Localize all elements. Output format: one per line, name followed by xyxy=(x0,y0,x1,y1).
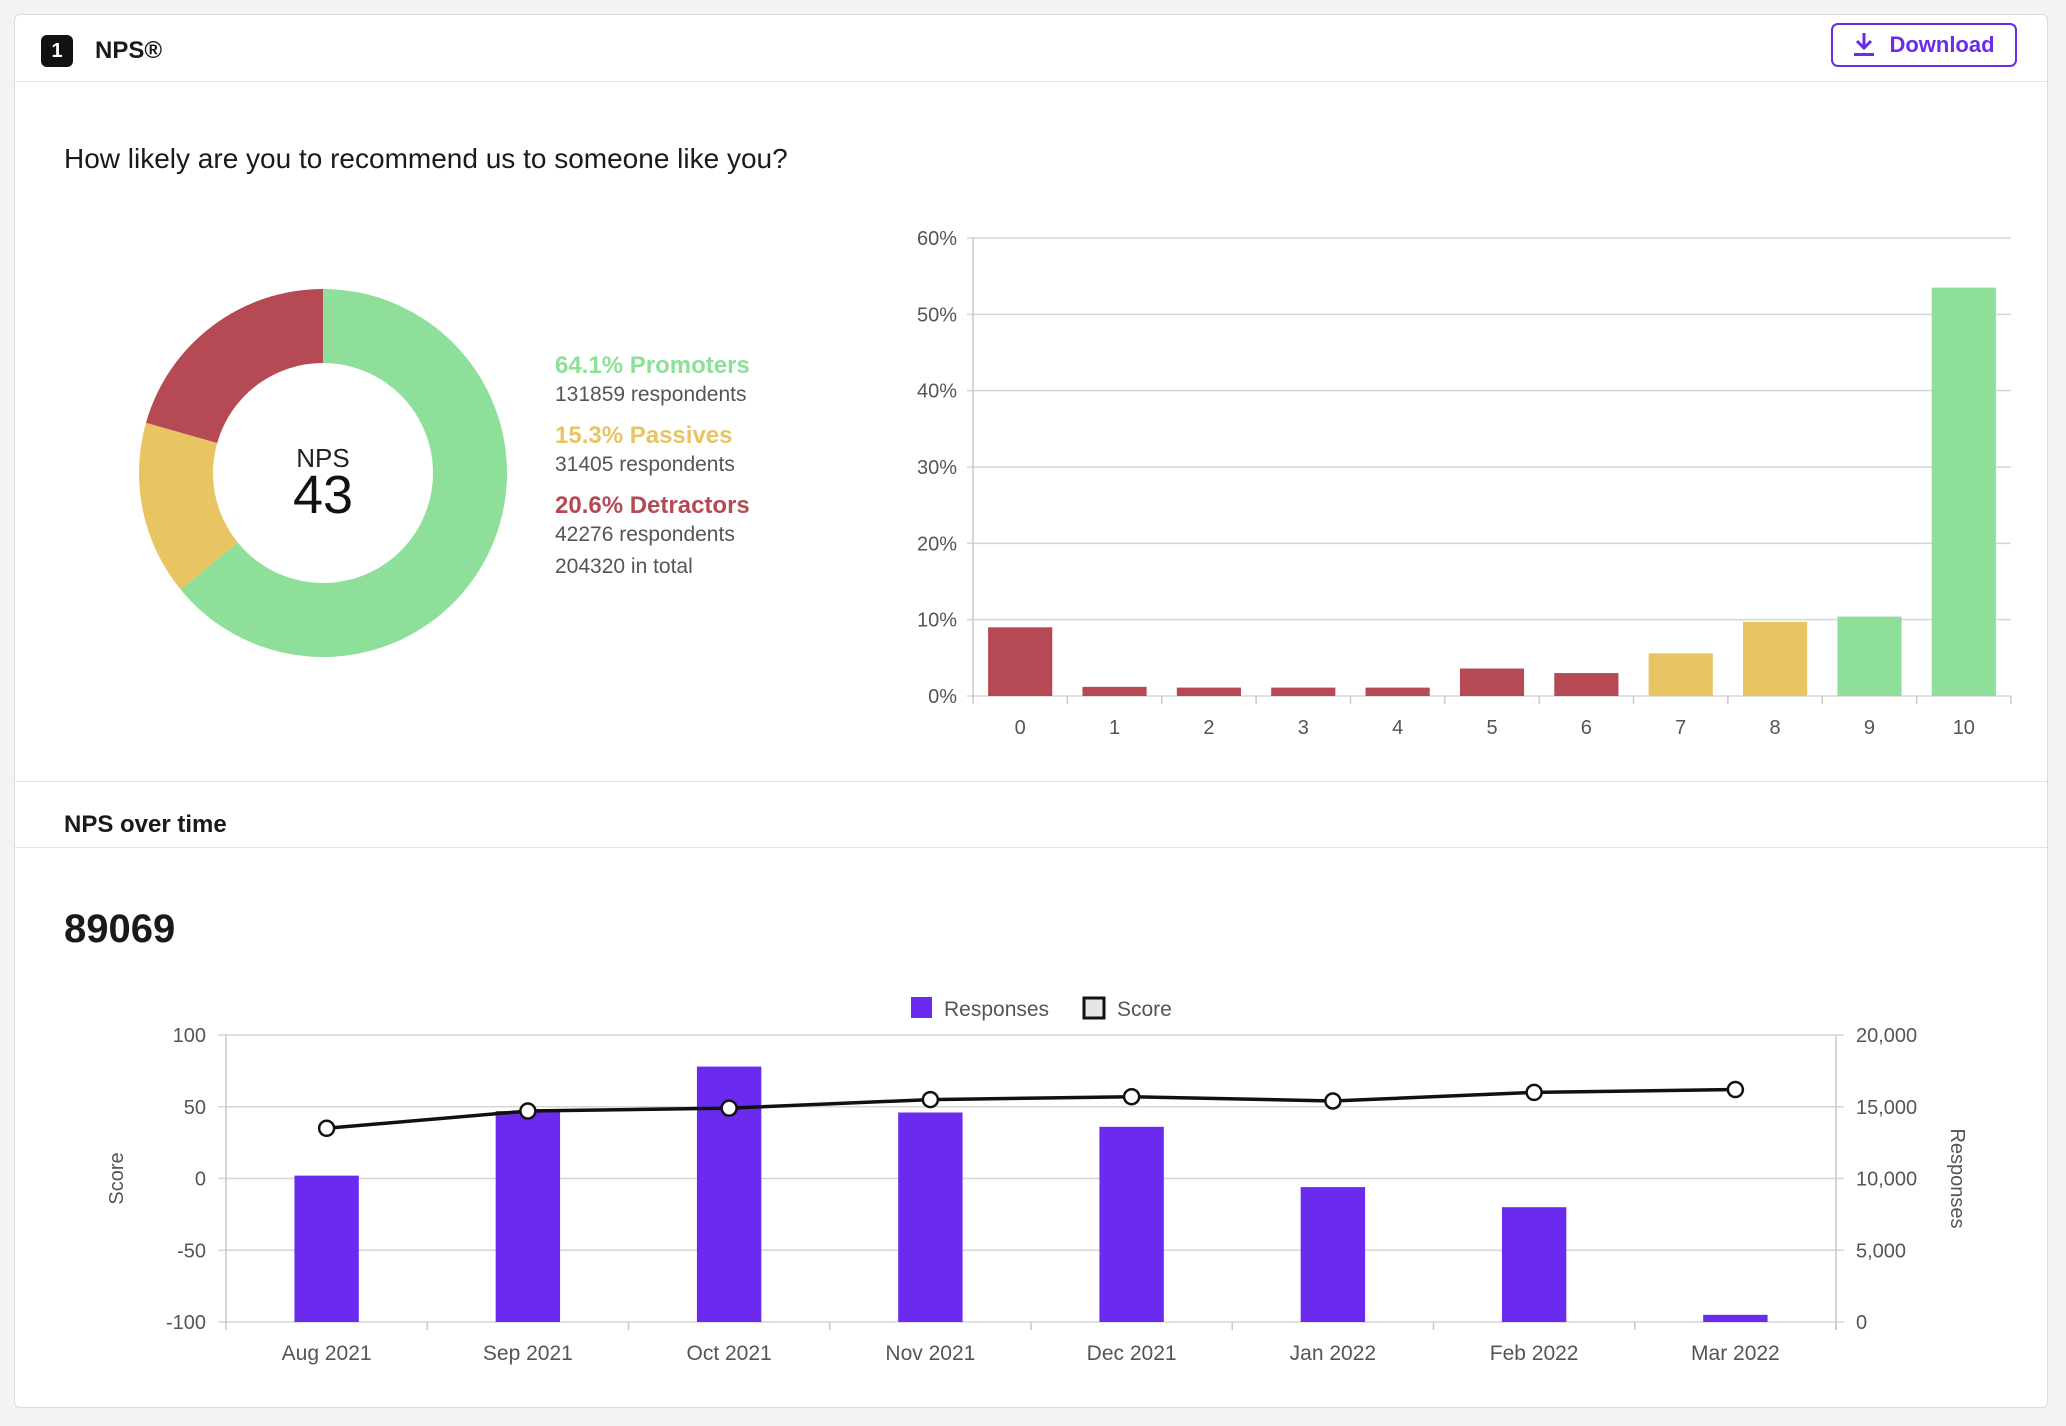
responses-bar xyxy=(1703,1314,1768,1322)
responses-bar xyxy=(1300,1187,1366,1322)
responses-bar xyxy=(294,1175,359,1322)
x-tick-label: 2 xyxy=(1203,717,1214,739)
y-left-tick-label: 0 xyxy=(195,1169,206,1191)
responses-bar xyxy=(1099,1126,1164,1322)
legend-swatch-responses xyxy=(911,997,932,1018)
x-tick-label: 9 xyxy=(1864,717,1875,739)
legend-passives-respondents: 31405 respondents xyxy=(555,453,735,476)
donut-slice-passives xyxy=(139,422,238,590)
y-tick-label: 20% xyxy=(917,533,957,555)
x-tick-label: 10 xyxy=(1953,717,1975,739)
score-point xyxy=(1726,1080,1745,1099)
x-tick-label: Dec 2021 xyxy=(1087,1342,1177,1365)
x-tick-label: Aug 2021 xyxy=(282,1342,372,1365)
y-right-tick-label: 15,000 xyxy=(1856,1097,1917,1119)
score-line xyxy=(326,1087,1736,1131)
legend-promoters-respondents: 131859 respondents xyxy=(555,383,747,406)
x-tick-label: Nov 2021 xyxy=(885,1342,975,1365)
download-label: Download xyxy=(1889,32,1995,57)
question-number-badge: 1 xyxy=(41,35,73,67)
y-left-axis-title: Score xyxy=(106,1152,128,1204)
y-left-tick-label: 100 xyxy=(173,1025,206,1047)
score-bar-10 xyxy=(1931,287,1996,696)
section-divider-top xyxy=(15,781,2047,782)
y-tick-label: 30% xyxy=(917,457,957,479)
x-tick-label: 0 xyxy=(1015,717,1026,739)
legend-detractors-title: 20.6% Detractors xyxy=(555,492,750,519)
responses-bar xyxy=(898,1112,963,1322)
x-tick-label: 6 xyxy=(1581,717,1592,739)
donut-slice-detractors xyxy=(145,289,323,443)
legend-label-responses: Responses xyxy=(944,998,1049,1021)
y-tick-label: 10% xyxy=(917,610,957,632)
legend-total: 204320 in total xyxy=(555,555,693,578)
card-header: 1 NPS® Download xyxy=(15,15,2047,82)
x-tick-label: 1 xyxy=(1109,717,1120,739)
nps-legend: 64.1% Promoters 131859 respondents 15.3%… xyxy=(555,351,855,581)
score-bar-1 xyxy=(1082,686,1147,696)
legend-passives-title: 15.3% Passives xyxy=(555,422,733,449)
x-tick-label: Feb 2022 xyxy=(1490,1342,1579,1365)
y-tick-label: 50% xyxy=(917,304,957,326)
score-point xyxy=(317,1119,336,1138)
y-left-tick-label: -100 xyxy=(166,1312,206,1334)
x-tick-label: 4 xyxy=(1392,717,1403,739)
nps-donut-chart: NPS 43 xyxy=(139,289,508,658)
score-bar-2 xyxy=(1176,687,1241,696)
question-text: How likely are you to recommend us to so… xyxy=(64,143,788,174)
chart-legend: Responses Score xyxy=(911,996,1172,1021)
donut-center-label: NPS xyxy=(296,443,349,473)
score-bar-5 xyxy=(1459,668,1525,696)
score-bar-4 xyxy=(1365,687,1430,696)
nps-over-time-chart: Responses Score 100 20,000 50 15,000 0 10,000 -5… xyxy=(106,996,1968,1365)
responses-bar xyxy=(495,1111,561,1322)
download-button[interactable]: Download xyxy=(1831,23,2017,67)
responses-bar xyxy=(1501,1207,1567,1322)
score-distribution-chart: 0% 10% 20% 30% 40% 50% 60% 0 1 2 3 4 5 6 7 8 9 10 xyxy=(917,228,2012,739)
x-tick-label: Jan 2022 xyxy=(1290,1342,1376,1365)
y-left-tick-label: 50 xyxy=(184,1097,206,1119)
score-bar-7 xyxy=(1648,653,1713,696)
score-bar-9 xyxy=(1837,616,1902,696)
y-tick-label: 60% xyxy=(917,228,957,250)
score-point xyxy=(921,1090,940,1109)
legend-label-score: Score xyxy=(1117,998,1172,1021)
legend-swatch-score xyxy=(1082,996,1106,1020)
x-tick-label: Oct 2021 xyxy=(687,1342,772,1365)
legend-detractors-respondents: 42276 respondents xyxy=(555,523,735,546)
score-bar-0 xyxy=(988,627,1053,696)
x-tick-label: 5 xyxy=(1486,717,1497,739)
legend-promoters-title: 64.1% Promoters xyxy=(555,352,750,379)
y-right-axis-title: Responses xyxy=(1946,1128,1968,1228)
score-point xyxy=(1122,1087,1141,1106)
y-tick-label: 0% xyxy=(928,686,957,708)
x-tick-label: Mar 2022 xyxy=(1691,1342,1780,1365)
score-point xyxy=(1324,1092,1342,1110)
x-tick-label: 3 xyxy=(1298,717,1309,739)
section-divider-bottom xyxy=(15,847,2047,848)
y-right-tick-label: 20,000 xyxy=(1856,1025,1917,1047)
question-title: NPS® xyxy=(95,37,163,64)
y-right-tick-label: 10,000 xyxy=(1856,1169,1917,1191)
donut-slice-promoters xyxy=(180,289,508,658)
score-bar-6 xyxy=(1554,673,1619,696)
score-point xyxy=(720,1099,738,1117)
score-bar-3 xyxy=(1271,687,1336,696)
y-left-tick-label: -50 xyxy=(177,1240,206,1262)
x-tick-label: 7 xyxy=(1675,717,1686,739)
y-right-tick-label: 5,000 xyxy=(1856,1240,1906,1262)
score-point xyxy=(519,1102,537,1120)
score-bar-8 xyxy=(1743,621,1808,696)
x-tick-label: Sep 2021 xyxy=(483,1342,573,1365)
y-right-tick-label: 0 xyxy=(1856,1312,1867,1334)
x-tick-label: 8 xyxy=(1770,717,1781,739)
score-point xyxy=(1525,1083,1543,1102)
responses-total: 89069 xyxy=(64,907,176,951)
download-icon xyxy=(1854,33,1875,56)
section-title-nps-over-time: NPS over time xyxy=(64,811,227,838)
nps-card: 1 NPS® Download How likely are you to re… xyxy=(14,14,2048,1408)
y-tick-label: 40% xyxy=(917,381,957,403)
donut-center-value: 43 xyxy=(293,465,353,525)
